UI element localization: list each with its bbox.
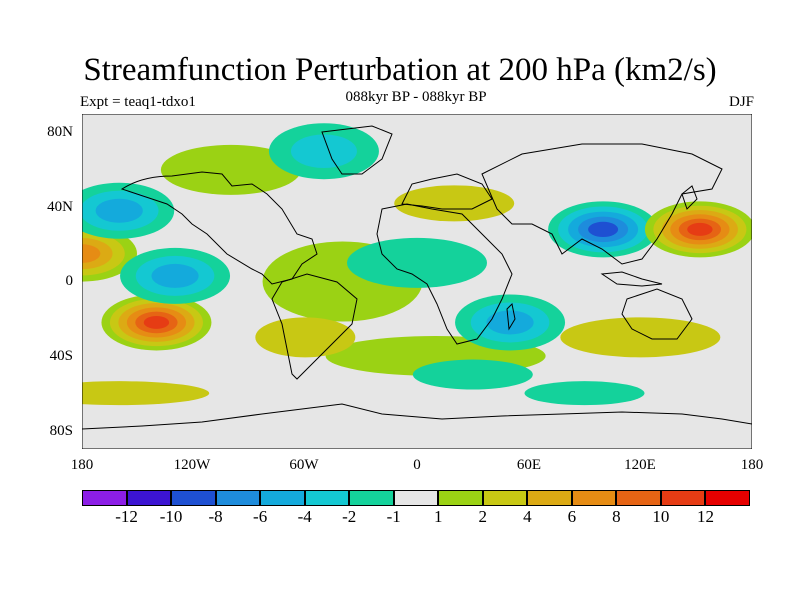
field-band [160, 144, 301, 195]
colorbar-box [705, 490, 750, 506]
coast-north-america [120, 171, 318, 285]
lat-label-40n: 40N [47, 199, 73, 215]
coast-madagascar [506, 302, 516, 331]
coast-asia [481, 143, 723, 265]
colorbar-box [482, 490, 528, 506]
colorbar-box [349, 490, 394, 506]
lat-label-eq: 0 [65, 273, 74, 289]
colorbar-label: -1 [386, 507, 401, 526]
colorbar-box [82, 490, 127, 506]
chart-subtitle: 088kyr BP - 088kyr BP [345, 89, 487, 105]
field-feature [290, 134, 357, 169]
colorbar-box [304, 490, 350, 506]
coast-south-america [271, 273, 358, 380]
colorbar-box [215, 490, 261, 506]
field-band [255, 317, 356, 358]
colorbar-label: -4 [297, 507, 312, 526]
colorbar-box [393, 490, 439, 506]
field-band [347, 237, 487, 288]
coast-greenland [321, 125, 393, 175]
colorbar-box [260, 490, 305, 506]
colorbar-label: 10 [652, 507, 670, 526]
lon-label-60w: 60W [289, 457, 319, 473]
chart-title: Streamfunction Perturbation at 200 hPa (… [83, 52, 717, 88]
colorbar-box [438, 490, 483, 506]
colorbar-label: 1 [434, 507, 443, 526]
colorbar-label: 2 [478, 507, 488, 526]
lat-label-40s: 40S [49, 348, 73, 364]
field-feature [143, 315, 170, 329]
season-label: DJF [728, 94, 754, 110]
field-feature [82, 244, 101, 263]
colorbar-box [660, 490, 706, 506]
lon-label-0: 0 [413, 457, 421, 473]
coastlines [82, 125, 752, 430]
field-band [394, 185, 515, 222]
colorbar-label: 4 [523, 507, 532, 526]
colorbar-label: 12 [696, 507, 714, 526]
colorbar-box [616, 490, 661, 506]
coast-africa [376, 203, 513, 345]
lon-label-120e: 120E [624, 457, 656, 473]
colorbar-label: 8 [612, 507, 621, 526]
colorbar-label: -10 [159, 507, 183, 526]
lon-label-60e: 60E [516, 457, 542, 473]
colorbar-box [527, 490, 572, 506]
field-band [412, 359, 533, 390]
field-band [82, 381, 210, 406]
map-panel [82, 114, 752, 449]
coast-indonesia [600, 271, 663, 287]
colorbar-box [571, 490, 617, 506]
colorbar-label: 6 [567, 507, 577, 526]
field-feature [95, 198, 143, 223]
field-band [524, 381, 645, 406]
colorbar-label: -8 [208, 507, 223, 526]
colorbar-label: -2 [342, 507, 357, 526]
colorbar-label: -12 [115, 507, 138, 526]
colorbar-label: -6 [253, 507, 268, 526]
lon-label-120w: 120W [173, 457, 211, 473]
coast-antarctica [82, 403, 752, 430]
experiment-label: Expt = teaq1-tdxo1 [80, 94, 196, 110]
coast-australia [621, 288, 693, 340]
field-feature [486, 310, 534, 335]
contour-map [82, 114, 752, 449]
colorbar-box [126, 490, 172, 506]
lon-label-180w: 180 [70, 457, 94, 473]
contour-fields [82, 123, 752, 406]
lat-label-80s: 80S [49, 423, 73, 439]
coast-europe [401, 173, 493, 210]
field-band [560, 317, 721, 358]
field-feature [687, 222, 713, 236]
field-feature [151, 263, 199, 288]
colorbar-box [171, 490, 216, 506]
field-feature [588, 221, 619, 238]
lon-label-180e: 180 [740, 457, 764, 473]
colorbar [82, 490, 750, 506]
lat-label-80n: 80N [47, 124, 73, 140]
coast-japan [681, 185, 698, 210]
